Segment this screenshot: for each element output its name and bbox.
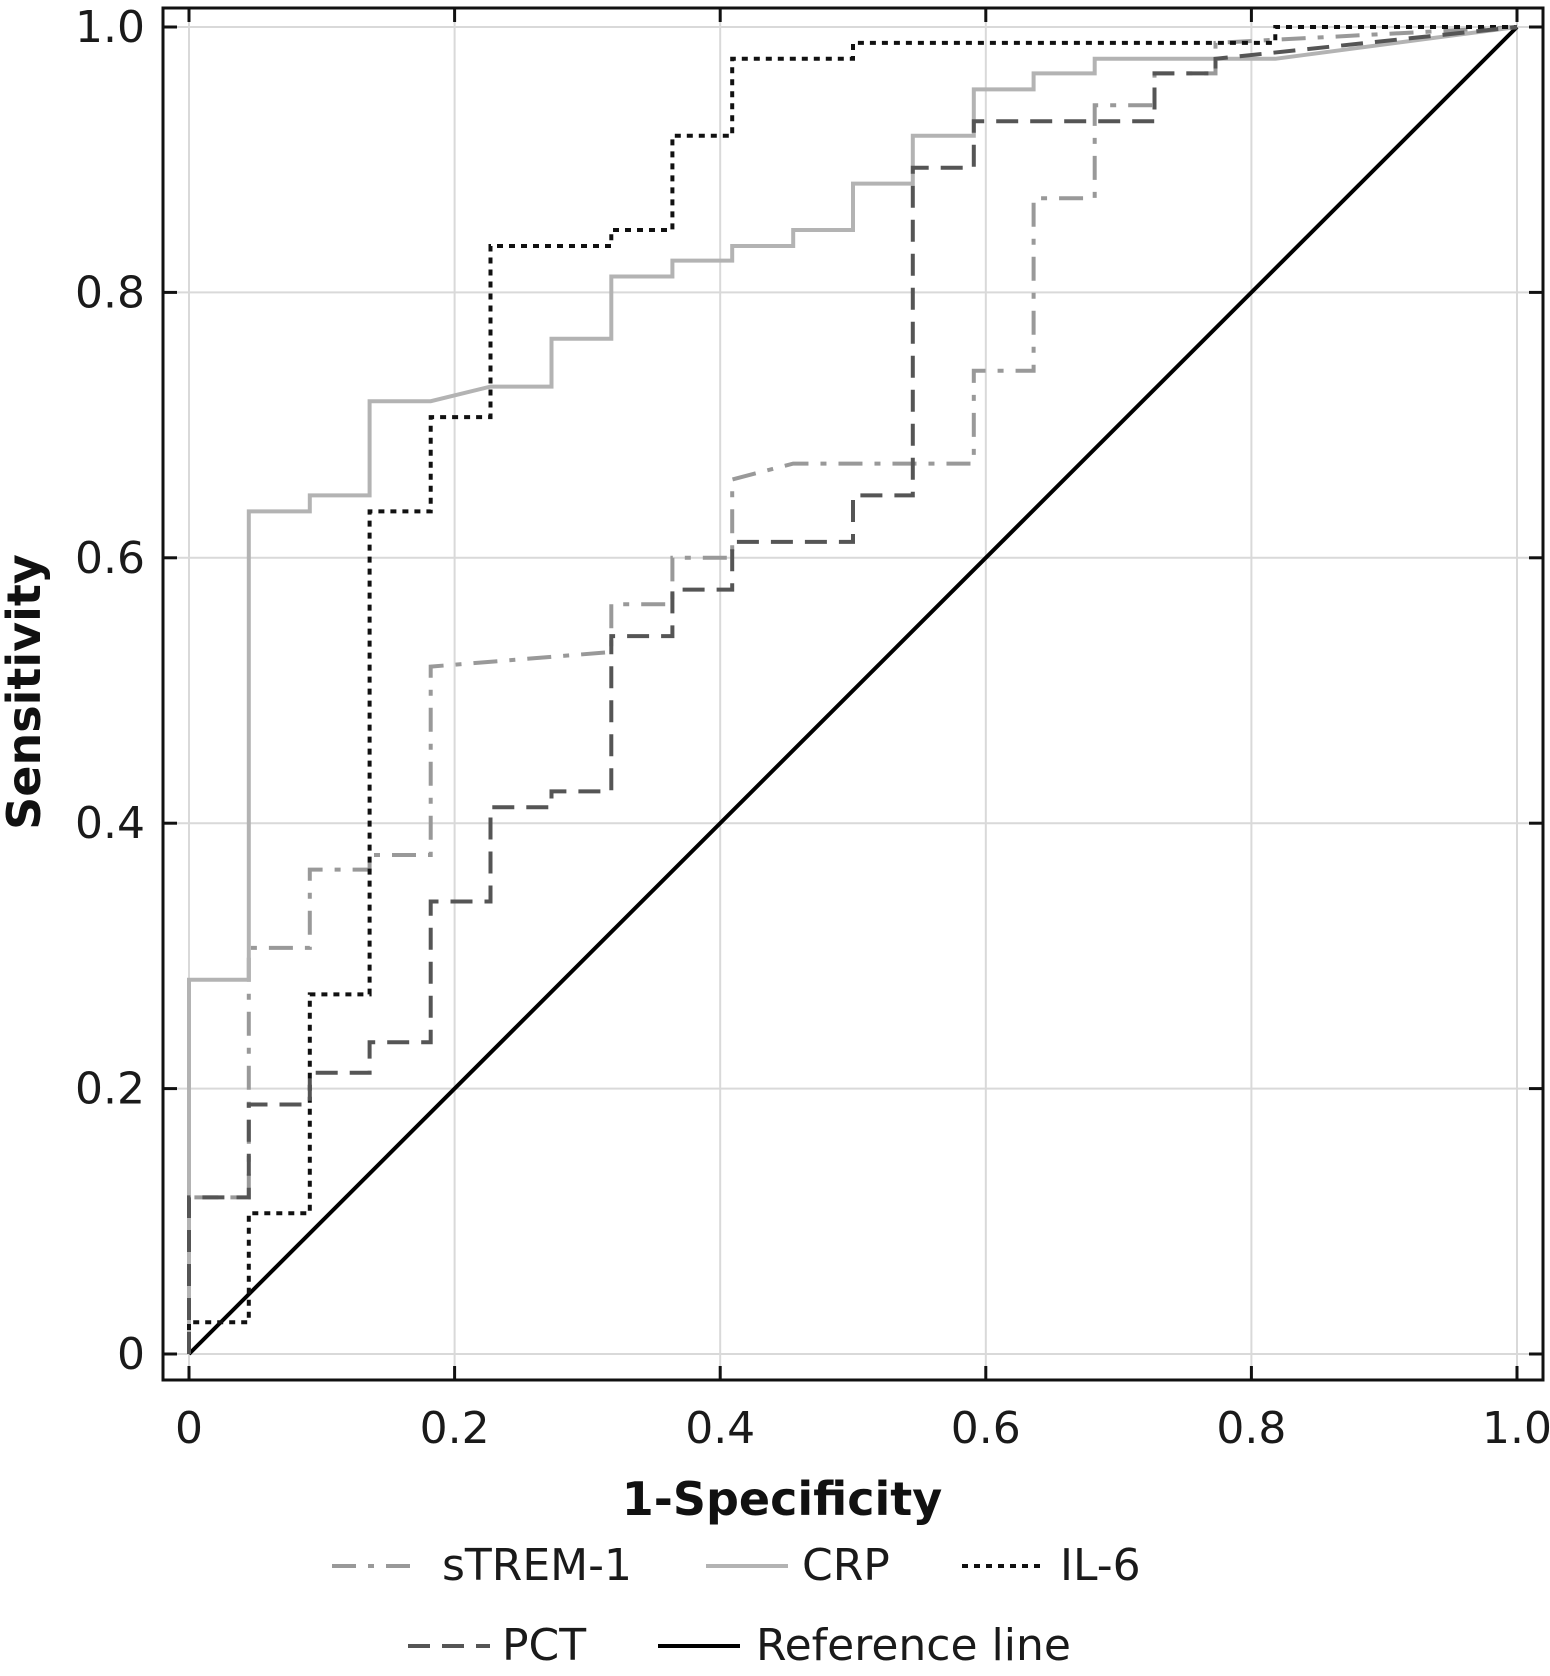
y-tick-label: 0.8 — [75, 267, 145, 318]
x-axis-title: 1-Specificity — [622, 1472, 943, 1526]
legend-label: PCT — [502, 1620, 586, 1671]
legend-label: Reference line — [756, 1620, 1071, 1671]
y-tick-label: 1.0 — [75, 2, 145, 53]
legend: sTREM-1 CRP IL-6 PCT Reference line — [332, 1540, 1141, 1671]
series-line-il-6 — [187, 25, 1517, 1354]
plot-frame — [161, 6, 1545, 1382]
y-tick-label: 0.2 — [75, 1064, 145, 1115]
series-line-reference-line — [187, 25, 1519, 1356]
y-axis-title: Sensitivity — [0, 554, 51, 830]
ticks: 0 0.2 0.4 0.6 0.8 1.0 0 0.2 0.4 0.6 0.8 1.0 — [75, 2, 1550, 1454]
y-tick-label: 0.4 — [75, 798, 145, 849]
series-line-crp — [187, 25, 1518, 1354]
x-tick-label: 1.0 — [1482, 1403, 1550, 1454]
legend-label: IL-6 — [1060, 1540, 1141, 1591]
grid — [163, 8, 1543, 1380]
y-tick-label: 0.6 — [75, 533, 145, 584]
legend-label: sTREM-1 — [442, 1540, 632, 1591]
x-tick-label: 0.8 — [1216, 1403, 1286, 1454]
x-tick-label: 0 — [175, 1403, 203, 1454]
x-tick-label: 0.2 — [420, 1403, 490, 1454]
legend-label: CRP — [802, 1540, 890, 1591]
series-line-pct — [187, 25, 1518, 1354]
series-group — [187, 25, 1519, 1356]
y-tick-label: 0 — [117, 1329, 145, 1380]
x-tick-label: 0.6 — [951, 1403, 1021, 1454]
x-tick-label: 0.4 — [685, 1403, 755, 1454]
